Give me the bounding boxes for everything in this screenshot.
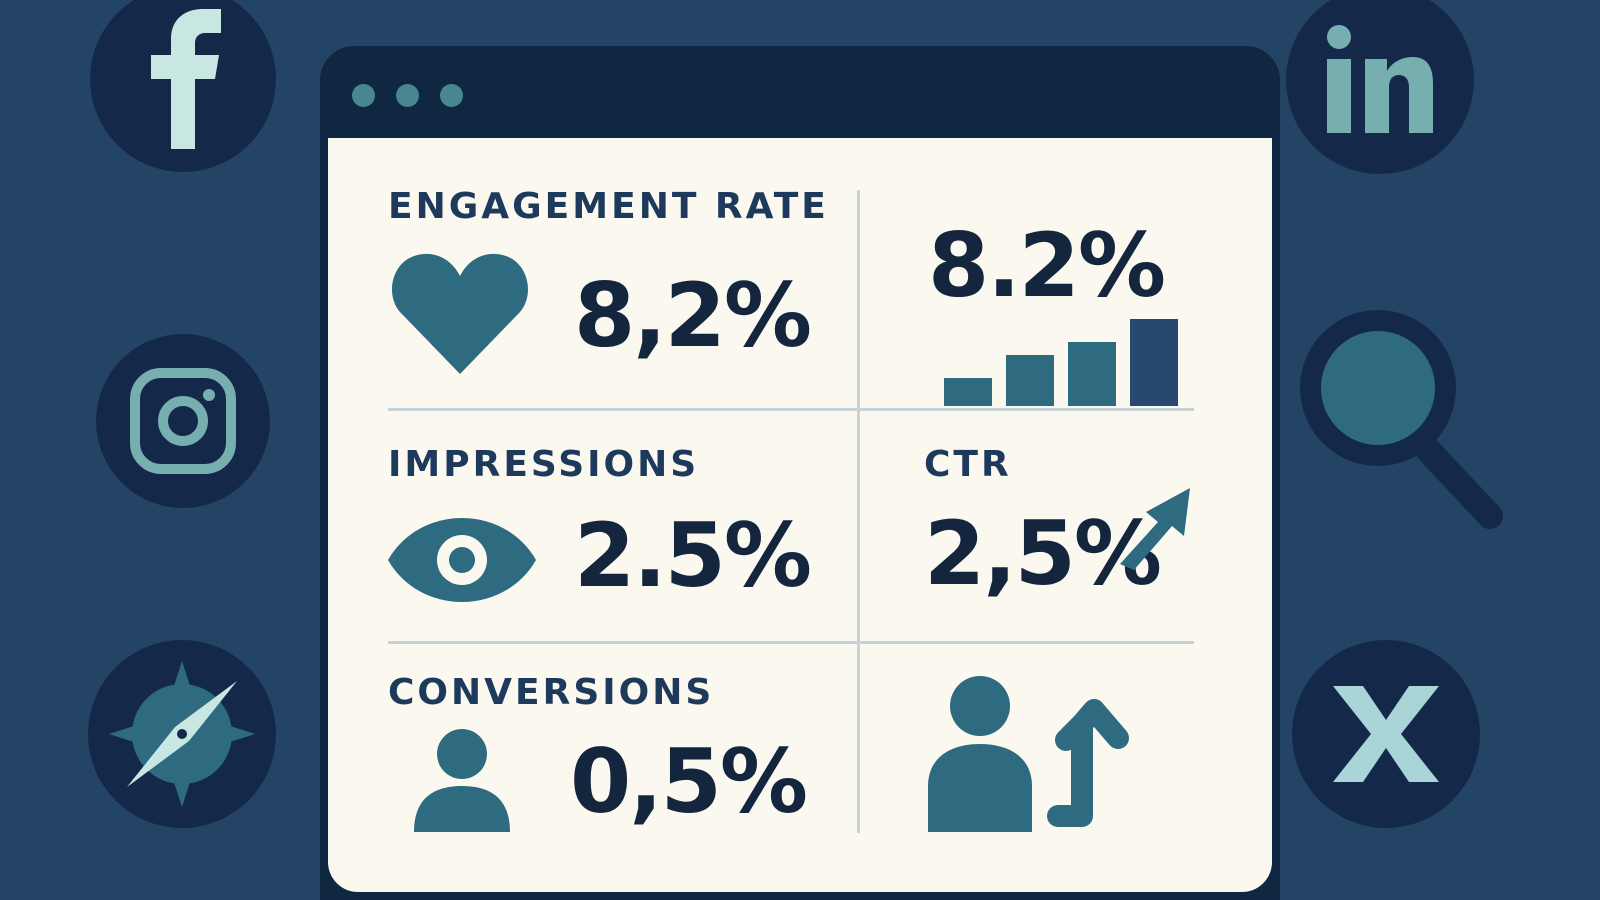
dashboard-window: ENGAGEMENT RATE 8,2% 8.2% IMPRESSIONS 2.… <box>320 46 1280 900</box>
engagement-trend-value: 8.2% <box>928 214 1166 317</box>
impressions-label: IMPRESSIONS <box>388 444 700 485</box>
conversions-value: 0,5% <box>570 730 808 833</box>
heart-icon <box>390 252 530 376</box>
trend-bar <box>944 378 992 406</box>
linkedin-icon <box>1327 25 1433 133</box>
instagram-badge[interactable] <box>96 334 270 508</box>
search-icon[interactable] <box>1298 310 1508 530</box>
ctr-label: CTR <box>924 444 1012 485</box>
ctr-value: 2,5% <box>924 502 1162 605</box>
conversions-label: CONVERSIONS <box>388 672 715 713</box>
x-badge[interactable] <box>1292 640 1480 828</box>
metrics-panel: ENGAGEMENT RATE 8,2% 8.2% IMPRESSIONS 2.… <box>328 138 1272 892</box>
engagement-rate-label: ENGAGEMENT RATE <box>388 186 829 227</box>
compass-badge[interactable] <box>88 640 276 828</box>
compass-icon <box>109 661 255 807</box>
facebook-icon <box>151 9 221 149</box>
trend-bar <box>1130 319 1178 406</box>
linkedin-badge[interactable] <box>1286 0 1474 174</box>
user-icon <box>412 728 512 832</box>
row-divider <box>388 641 1194 644</box>
trend-bar <box>1068 342 1116 406</box>
trend-bar <box>1006 355 1054 406</box>
x-icon <box>1333 686 1439 782</box>
eye-icon <box>386 516 538 604</box>
window-dot[interactable] <box>352 84 375 107</box>
column-divider <box>857 190 860 833</box>
window-dot[interactable] <box>440 84 463 107</box>
engagement-rate-value: 8,2% <box>574 264 812 367</box>
facebook-badge[interactable] <box>90 0 276 172</box>
user-growth-icon <box>928 676 1148 832</box>
row-divider <box>388 408 1194 411</box>
arrow-up-right-icon <box>1114 486 1194 576</box>
instagram-icon <box>130 368 236 474</box>
impressions-value: 2.5% <box>574 504 812 607</box>
bar-chart-icon <box>944 314 1184 406</box>
window-dot[interactable] <box>396 84 419 107</box>
